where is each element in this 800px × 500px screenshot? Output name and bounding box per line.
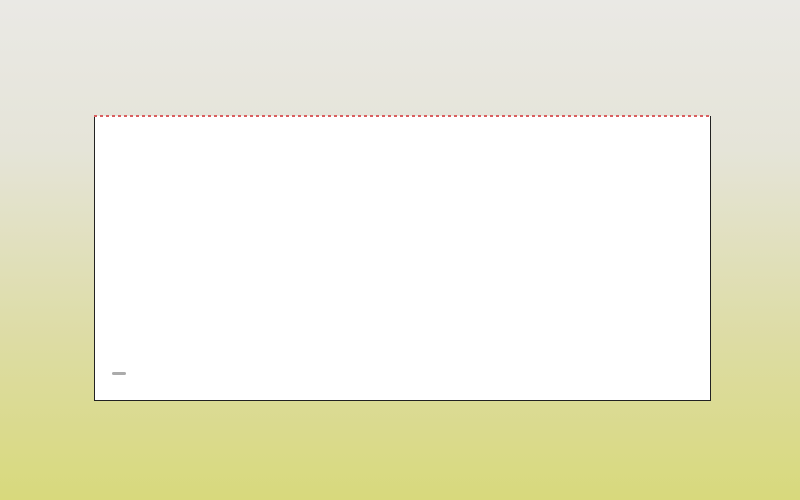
watermark [107,359,131,381]
chart-canvas[interactable] [95,117,710,400]
upper-limit-line [94,115,711,117]
aei-logo [112,372,126,375]
chart-plot-area[interactable] [94,116,711,401]
